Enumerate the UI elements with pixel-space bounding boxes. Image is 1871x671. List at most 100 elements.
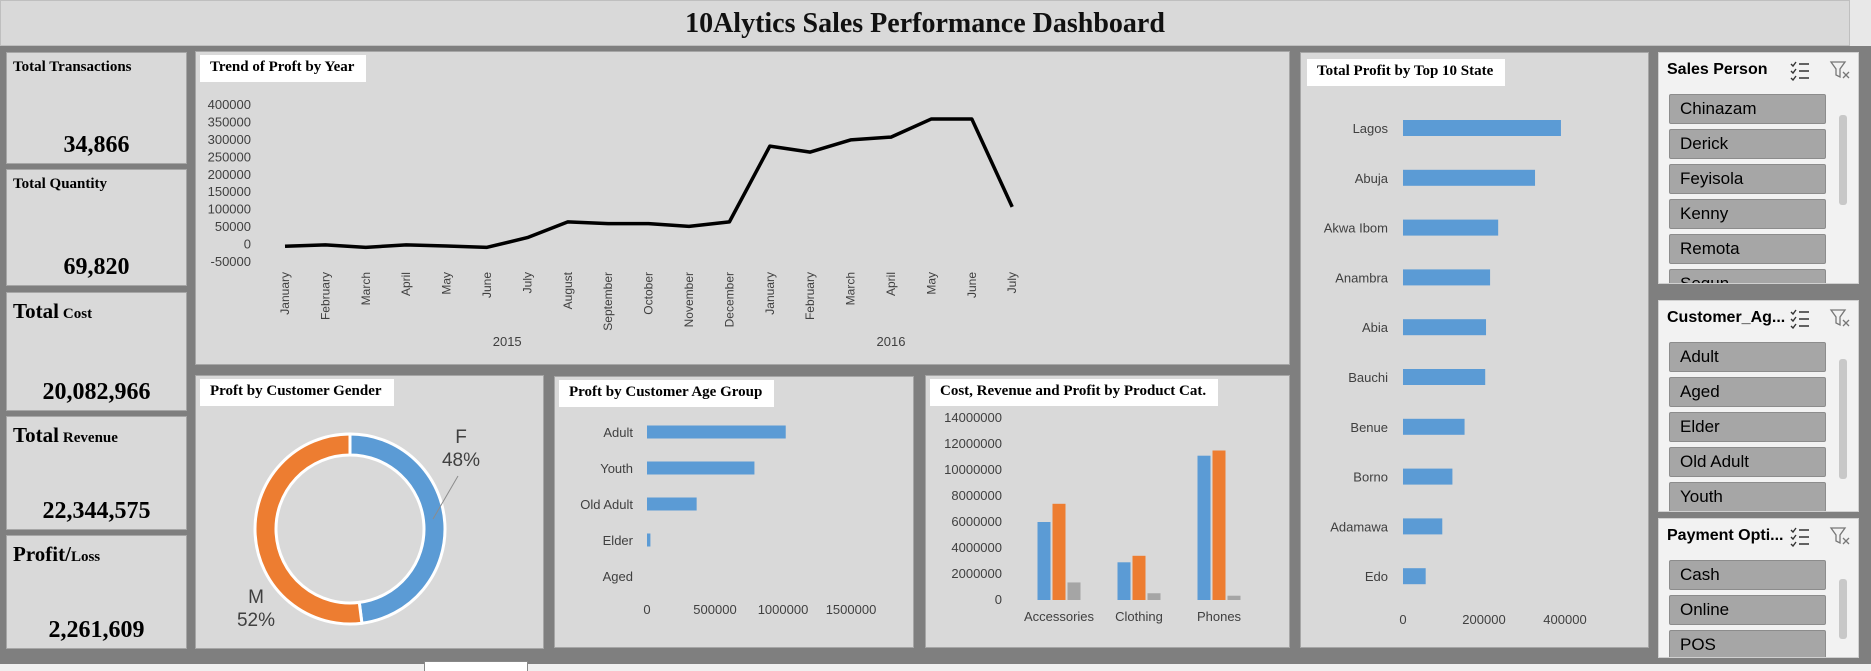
age-chart-panel[interactable]: Adult Youth Old Adult Elder Aged 0 500000 10000… [554,376,914,648]
slicer-item[interactable]: POS [1669,630,1826,657]
state-bar-abia [1403,319,1487,336]
state-bar-bauchi [1403,369,1486,385]
y-tick-label: Aged [603,569,633,584]
x-tick-label: Phones [1197,609,1242,624]
slicer-title: Payment Opti... [1667,527,1784,544]
x-tick-label: January [278,272,292,315]
dashboard-title: 10Alytics Sales Performance Dashboard [685,8,1165,39]
donut-category-label: M [248,587,264,608]
x-tick-label: September [601,272,615,331]
title-bar-edge [1850,0,1871,46]
age-bar-elder [647,533,651,547]
state-profit-bar-chart: Lagos Abuja Akwa Ibom Anambra Abia Bauchi Benu… [1324,120,1587,627]
y-tick-label: 14000000 [944,410,1002,425]
x-tick-label: February [318,272,332,320]
slicer-scrollbar[interactable] [1839,359,1847,479]
slicer-items: Chinazam Derick Feyisola Kenny Remota Se… [1669,94,1826,283]
kpi-label: Total Quantity [13,176,108,192]
product-bar-accessories [1067,582,1081,600]
sheet-tab-bar [0,664,1871,671]
slicer-item[interactable]: Cash [1669,560,1826,590]
gender-chart-panel[interactable]: F 48% M 52% Proft by Customer Gender [195,375,544,649]
slicer-scrollbar[interactable] [1839,579,1847,639]
x-tick-label: May [440,272,454,295]
slicer-sales-person[interactable]: Sales Person Chinazam Derick Feyisola Ke… [1658,52,1859,284]
y-tick-label: Abia [1362,320,1389,335]
sheet-tab-active[interactable] [424,661,528,671]
y-tick-label: Benue [1350,420,1388,435]
age-chart-title: Proft by Customer Age Group [559,380,775,407]
donut-slice-f [348,432,447,625]
slicer-payment-option[interactable]: Payment Opti... Cash Online POS [1658,518,1859,658]
slicer-item[interactable]: Youth [1669,482,1826,511]
trend-chart-panel[interactable]: 400000 350000 300000 250000 200000 150000 1000… [195,51,1290,365]
age-bar-adult [647,425,786,439]
state-chart-title: Total Profit by Top 10 State [1307,59,1506,86]
state-bar-anambra [1403,269,1491,286]
y-tick-label: Edo [1365,569,1388,584]
clear-filter-icon[interactable] [1829,59,1851,81]
x-tick-label: July [1005,272,1019,293]
slicer-item[interactable]: Elder [1669,412,1826,442]
y-tick-label: Abuja [1355,171,1389,186]
slicer-item[interactable]: Old Adult [1669,447,1826,477]
slicer-title: Customer_Ag... [1667,309,1786,326]
kpi-total-revenue: Total Revenue 22,344,575 [6,416,187,530]
slicer-item[interactable]: Adult [1669,342,1826,372]
x-tick-label: December [722,272,736,327]
kpi-value: 2,261,609 [48,617,145,643]
product-chart-panel[interactable]: 14000000 12000000 10000000 8000000 6000000 40… [925,375,1290,648]
profit-trend-line [284,117,1014,250]
dashboard-title-bar: 10Alytics Sales Performance Dashboard [0,0,1850,46]
state-bar-edo [1403,568,1426,585]
y-tick-label: Adamawa [1330,519,1389,534]
donut-value-label: 48% [442,450,480,471]
kpi-label: Profit/Loss [13,542,101,566]
slicer-item[interactable]: Chinazam [1669,94,1826,124]
slicer-items: Cash Online POS [1669,560,1826,657]
slicer-item[interactable]: Online [1669,595,1826,625]
y-tick-label: Elder [603,533,634,548]
slicer-item[interactable]: Remota [1669,234,1826,264]
slicer-item[interactable]: Feyisola [1669,164,1826,194]
slicer-item[interactable]: Segun [1669,269,1826,283]
y-tick-label: 0 [995,592,1002,607]
slicer-item[interactable]: Aged [1669,377,1826,407]
multi-select-icon[interactable] [1789,525,1811,547]
kpi-value: 34,866 [63,132,130,158]
slicer-item[interactable]: Derick [1669,129,1826,159]
kpi-total-transactions: Total Transactions 34,866 [6,52,187,164]
trend-chart-title: Trend of Proft by Year [200,55,367,82]
leader-line [432,475,459,520]
clear-filter-icon[interactable] [1829,307,1851,329]
clear-filter-icon[interactable] [1829,525,1851,547]
slicer-customer-age[interactable]: Customer_Ag... Adult Aged Elder Old Adul… [1658,300,1859,512]
product-bar-accessories [1037,522,1051,600]
x-tick-label: January [763,272,777,315]
multi-select-icon[interactable] [1789,307,1811,329]
slicer-item[interactable]: Kenny [1669,199,1826,229]
x-group-label: 2015 [493,334,522,349]
trend-chart: 400000 350000 300000 250000 200000 150000 1000… [208,97,1020,349]
x-group-label: 2016 [877,334,906,349]
product-category-bar-chart: 14000000 12000000 10000000 8000000 6000000 40… [944,410,1242,624]
product-bar-clothing [1117,562,1131,600]
y-tick-label: 2000000 [951,566,1002,581]
x-tick-label: 400000 [1543,612,1586,627]
age-bar-youth [647,461,755,475]
donut-slice-m [253,432,364,626]
state-bar-akwa-ibom [1403,219,1499,236]
y-tick-label: 12000000 [944,436,1002,451]
multi-select-icon[interactable] [1789,59,1811,81]
kpi-label: Total Transactions [13,59,132,75]
x-tick-label: March [844,272,858,305]
state-bar-lagos [1403,120,1561,136]
state-bar-benue [1403,418,1465,435]
slicer-scrollbar[interactable] [1839,115,1847,205]
state-chart-panel[interactable]: Lagos Abuja Akwa Ibom Anambra Abia Bauchi Benu… [1300,52,1649,648]
age-group-bar-chart: Adult Youth Old Adult Elder Aged 0 500000 10000… [580,425,876,617]
x-tick-label: June [480,272,494,298]
x-tick-label: November [682,272,696,327]
product-bar-accessories [1052,503,1066,600]
age-bar-old-adult [647,497,697,511]
